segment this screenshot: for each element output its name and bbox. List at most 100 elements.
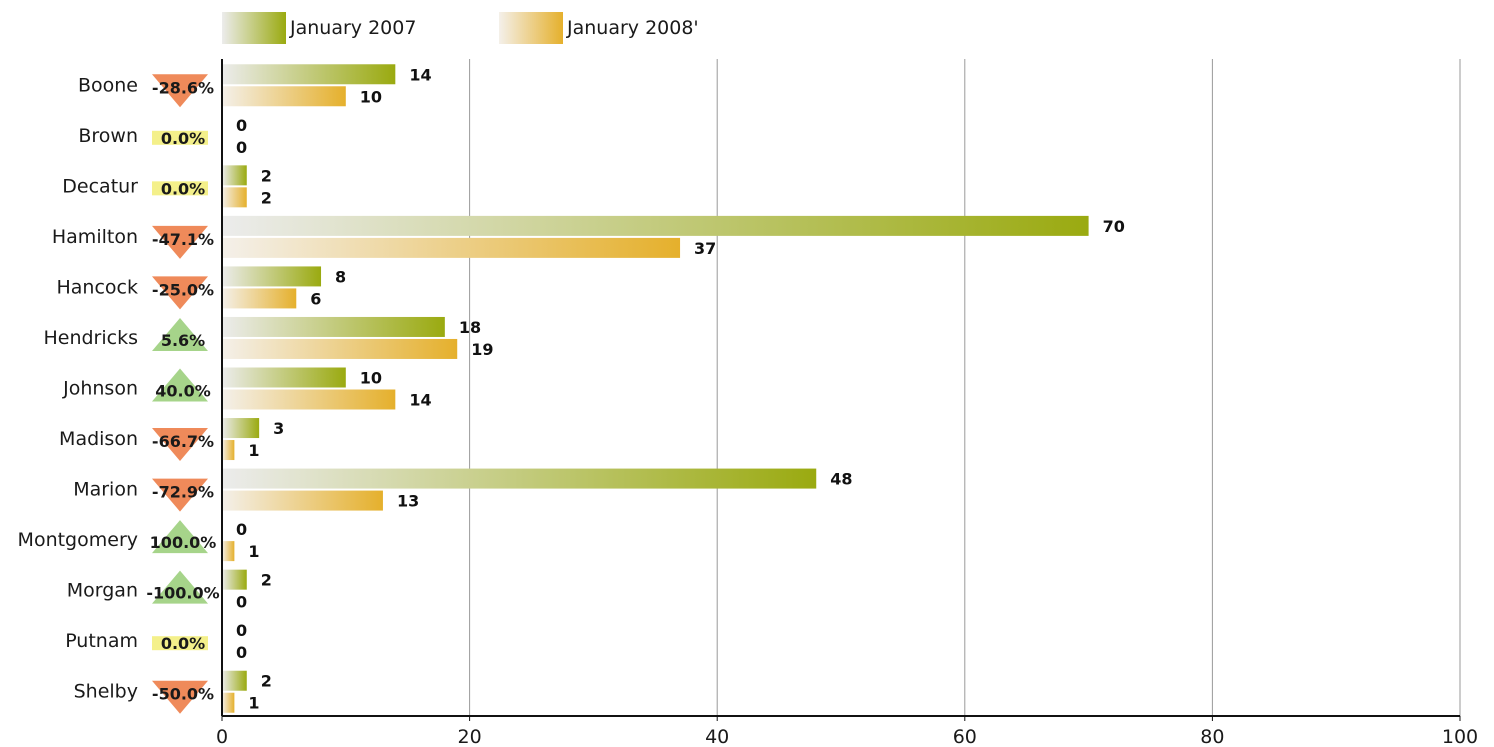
category-label-hamilton: Hamilton <box>52 226 138 248</box>
change-indicator-boone-down-arrow <box>152 74 208 108</box>
value-label-hancock-2007: 8 <box>335 267 346 286</box>
change-label-montgomery: 100.0% <box>150 533 217 552</box>
x-tick-label-80: 80 <box>1200 726 1224 747</box>
value-label-hamilton-2008: 37 <box>694 239 716 258</box>
bar-decatur-2007 <box>222 165 247 186</box>
change-label-shelby: -50.0% <box>152 685 214 704</box>
legend-swatch-2008 <box>499 12 563 44</box>
change-indicator-hamilton-down-arrow <box>152 225 208 259</box>
category-label-hancock: Hancock <box>57 276 139 298</box>
value-label-marion-2008: 13 <box>397 492 419 511</box>
axes <box>152 59 1461 721</box>
value-label-brown-2007: 0 <box>236 116 247 135</box>
category-label-montgomery: Montgomery <box>18 529 138 551</box>
change-label-hancock: -25.0% <box>152 280 214 299</box>
category-label-brown: Brown <box>78 125 138 147</box>
change-label-marion: -72.9% <box>152 483 214 502</box>
value-label-boone-2007: 14 <box>409 65 431 84</box>
change-indicator-morgan-up-arrow <box>152 570 208 604</box>
category-label-morgan: Morgan <box>67 580 138 602</box>
change-indicator-brown-flat-bar <box>152 130 208 145</box>
value-label-hamilton-2007: 70 <box>1103 217 1125 236</box>
value-label-decatur-2007: 2 <box>261 166 272 185</box>
value-label-montgomery-2007: 0 <box>236 520 247 539</box>
bar-madison-2007 <box>222 418 260 439</box>
value-label-madison-2007: 3 <box>273 419 284 438</box>
bar-hendricks-2007 <box>222 316 445 337</box>
bar-johnson-2007 <box>222 367 346 388</box>
change-indicator-decatur-flat-bar <box>152 181 208 196</box>
change-label-putnam: 0.0% <box>161 634 205 653</box>
bar-marion-2008 <box>222 490 383 511</box>
value-label-hendricks-2007: 18 <box>459 318 481 337</box>
bar-madison-2008 <box>222 440 235 461</box>
x-tick-label-20: 20 <box>458 726 482 747</box>
value-label-morgan-2008: 0 <box>236 593 247 612</box>
change-indicator-hancock-down-arrow <box>152 276 208 310</box>
bar-boone-2007 <box>222 64 396 85</box>
value-label-boone-2008: 10 <box>360 87 382 106</box>
legend-label-2008: January 2008' <box>567 17 699 39</box>
change-indicator-madison-down-arrow <box>152 428 208 462</box>
category-label-madison: Madison <box>59 428 138 450</box>
change-indicator-johnson-up-arrow <box>152 368 208 402</box>
change-label-hendricks: 5.6% <box>161 331 205 350</box>
legend-swatch-2007 <box>222 12 286 44</box>
change-label-boone: -28.6% <box>152 78 214 97</box>
bar-montgomery-2008 <box>222 541 235 562</box>
value-label-shelby-2008: 1 <box>248 694 259 713</box>
bar-hancock-2008 <box>222 288 297 309</box>
value-label-brown-2008: 0 <box>236 138 247 157</box>
change-indicator-hendricks-up-arrow <box>152 317 208 351</box>
value-label-putnam-2008: 0 <box>236 643 247 662</box>
value-label-shelby-2007: 2 <box>261 672 272 691</box>
legend-label-2007: January 2007 <box>290 17 417 39</box>
change-label-decatur: 0.0% <box>161 179 205 198</box>
change-label-madison: -66.7% <box>152 432 214 451</box>
bar-johnson-2008 <box>222 389 396 410</box>
x-tick-label-0: 0 <box>216 726 228 747</box>
value-label-marion-2007: 48 <box>830 470 852 489</box>
bar-marion-2007 <box>222 468 817 489</box>
bar-hendricks-2008 <box>222 338 458 359</box>
value-label-montgomery-2008: 1 <box>248 542 259 561</box>
change-indicator-montgomery-up-arrow <box>152 520 208 554</box>
value-label-johnson-2008: 14 <box>409 391 431 410</box>
change-label-morgan: -100.0% <box>146 584 219 603</box>
value-label-putnam-2007: 0 <box>236 621 247 640</box>
grid-lines <box>469 59 1461 716</box>
bar-hamilton-2007 <box>222 215 1089 236</box>
x-tick-label-60: 60 <box>953 726 977 747</box>
bar-shelby-2007 <box>222 670 247 691</box>
category-label-johnson: Johnson <box>62 378 138 400</box>
change-indicator-marion-down-arrow <box>152 478 208 512</box>
legend-item-2007: January 2007 <box>222 12 416 44</box>
change-indicator-shelby-down-arrow <box>152 680 208 714</box>
legend-item-2008: January 2008' <box>499 12 699 44</box>
bar-boone-2008 <box>222 86 346 107</box>
value-label-madison-2008: 1 <box>248 441 259 460</box>
x-tick-label-40: 40 <box>705 726 729 747</box>
value-label-hancock-2008: 6 <box>310 289 321 308</box>
bar-hancock-2007 <box>222 266 322 287</box>
bar-decatur-2008 <box>222 187 247 208</box>
category-label-boone: Boone <box>78 74 138 96</box>
category-label-marion: Marion <box>73 479 138 501</box>
bar-hamilton-2008 <box>222 237 681 258</box>
category-label-shelby: Shelby <box>74 681 138 703</box>
category-label-hendricks: Hendricks <box>43 327 138 349</box>
change-indicator-putnam-flat-bar <box>152 636 208 651</box>
value-label-decatur-2008: 2 <box>261 188 272 207</box>
bars <box>222 64 1089 713</box>
change-label-brown: 0.0% <box>161 129 205 148</box>
category-label-decatur: Decatur <box>62 175 138 197</box>
bar-morgan-2007 <box>222 569 247 590</box>
x-tick-label-100: 100 <box>1442 726 1478 747</box>
value-label-johnson-2007: 10 <box>360 369 382 388</box>
change-label-hamilton: -47.1% <box>152 230 214 249</box>
category-label-putnam: Putnam <box>65 630 138 652</box>
value-label-hendricks-2008: 19 <box>471 340 493 359</box>
bar-shelby-2008 <box>222 692 235 713</box>
